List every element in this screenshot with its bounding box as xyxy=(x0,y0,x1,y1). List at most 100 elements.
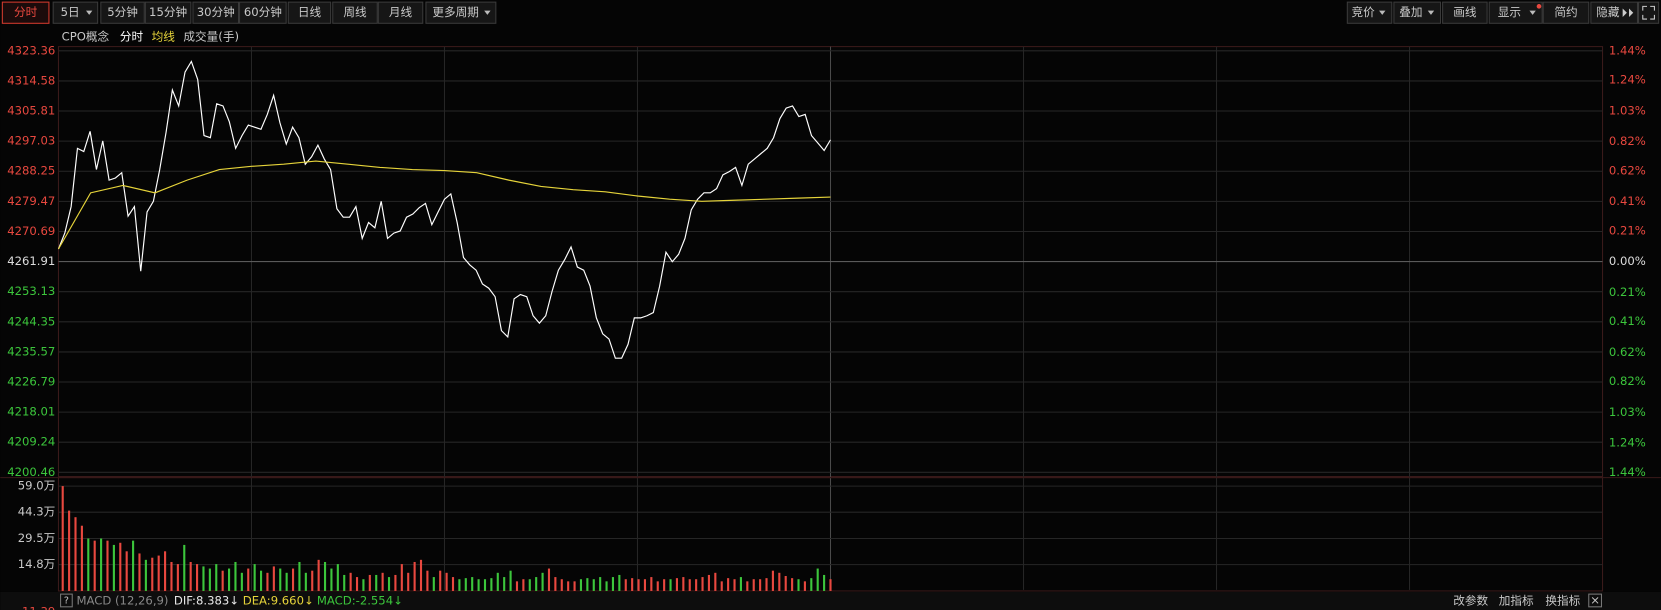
volume-bar xyxy=(464,578,467,591)
toolbar-button[interactable] xyxy=(100,1,145,24)
volume-bar xyxy=(279,568,282,591)
dropdown-arrow xyxy=(1529,10,1536,15)
close-box[interactable] xyxy=(1588,593,1603,608)
dif: DIF:8.383↓ xyxy=(174,593,239,607)
volume-bar xyxy=(688,579,691,591)
help-text[interactable]: ? xyxy=(64,595,69,606)
volume-bar xyxy=(669,579,672,591)
toolbar-label[interactable]: 5日 xyxy=(61,5,80,19)
volume-bar xyxy=(618,574,621,591)
toolbar-label[interactable]: 隐藏 xyxy=(1596,5,1620,19)
volume-bar xyxy=(592,579,595,591)
indicator-bar xyxy=(0,591,1661,610)
toolbar-label[interactable]: 叠加 xyxy=(1399,5,1422,19)
volume-bar xyxy=(810,578,813,591)
volume-bar xyxy=(496,572,499,591)
volume-bar xyxy=(605,581,608,591)
volume-bar xyxy=(554,577,557,591)
volume-bar xyxy=(547,568,551,591)
volume-bar xyxy=(451,577,455,591)
volume-bar xyxy=(234,561,237,591)
volume-bar xyxy=(196,564,199,591)
toolbar-button[interactable] xyxy=(52,1,99,24)
volume-bar xyxy=(528,579,531,591)
volume-bar xyxy=(791,578,794,591)
y2-tick-label: 0.62% xyxy=(1609,345,1646,359)
toolbar-button[interactable] xyxy=(287,1,332,24)
y-tick-label: 4314.58 xyxy=(7,73,55,87)
toolbar-button[interactable] xyxy=(1542,1,1590,24)
volume-bar xyxy=(407,572,410,591)
volume-bar xyxy=(266,572,269,591)
volume-bar xyxy=(317,559,320,591)
toolbar-button[interactable] xyxy=(1442,1,1488,24)
indicator-action[interactable]: 换指标 xyxy=(1545,593,1580,607)
volume-bar xyxy=(439,570,442,591)
fullscreen-icon xyxy=(1642,5,1655,20)
y-tick-label: 4297.03 xyxy=(7,134,55,148)
volume-bar xyxy=(714,572,717,591)
toolbar-button[interactable] xyxy=(377,1,424,24)
toolbar-button[interactable] xyxy=(192,1,240,24)
dropdown-arrow xyxy=(484,10,491,15)
volume-bar xyxy=(394,574,397,591)
volume-bar xyxy=(259,570,263,591)
volume-bar xyxy=(349,572,352,591)
volume-bar xyxy=(535,577,538,591)
legend-entry: 分时 xyxy=(120,30,144,44)
toolbar-label[interactable]: 更多周期 xyxy=(432,5,479,19)
toolbar-button[interactable] xyxy=(1346,1,1393,24)
indicator-action[interactable]: 改参数 xyxy=(1453,593,1488,607)
toolbar-label[interactable]: 30分钟 xyxy=(197,5,235,19)
volume-bar xyxy=(823,574,826,591)
volume-bar xyxy=(144,559,147,591)
toolbar-label[interactable]: 画线 xyxy=(1453,5,1477,19)
toolbar-button[interactable] xyxy=(332,1,378,24)
toolbar-label[interactable]: 显示 xyxy=(1498,5,1521,19)
toolbar-label[interactable]: 60分钟 xyxy=(244,5,282,19)
toolbar-label[interactable]: 15分钟 xyxy=(149,5,187,19)
volume-bar xyxy=(784,576,787,591)
y-tick-label: 4270.69 xyxy=(7,224,55,238)
toolbar-label[interactable]: 简约 xyxy=(1554,5,1577,19)
toolbar-button[interactable] xyxy=(1590,1,1639,24)
volume-bar xyxy=(637,579,640,591)
toolbar-button[interactable] xyxy=(425,1,497,24)
toolbar-button[interactable] xyxy=(1488,1,1543,24)
volume-bar xyxy=(573,581,576,591)
toolbar-button[interactable] xyxy=(239,1,287,24)
volume-bar xyxy=(656,581,659,591)
volume-bar xyxy=(330,568,333,591)
y2-tick-label: 0.82% xyxy=(1609,134,1646,148)
indicator-action[interactable]: 加指标 xyxy=(1499,593,1534,607)
y-tick-label: 4209.24 xyxy=(7,435,55,449)
y-tick-label: 4323.36 xyxy=(7,43,55,57)
volume-bar xyxy=(189,561,192,591)
y2-tick-label: 0.21% xyxy=(1609,285,1646,299)
price-line xyxy=(57,160,831,250)
fullscreen-button[interactable] xyxy=(1638,1,1660,24)
toolbar-button[interactable] xyxy=(144,1,192,24)
toolbar-label[interactable]: 日线 xyxy=(298,5,322,19)
help-icon[interactable] xyxy=(60,593,73,608)
volume-bar xyxy=(739,577,742,591)
y-tick-label: 59.0万 xyxy=(18,479,56,493)
volume-bar xyxy=(586,578,589,591)
toolbar-label[interactable]: 月线 xyxy=(389,5,413,19)
dropdown-arrow xyxy=(86,10,93,15)
y2-tick-label: 0.21% xyxy=(1609,223,1646,237)
toolbar-button[interactable] xyxy=(1393,1,1442,24)
toolbar-label[interactable]: 周线 xyxy=(343,5,367,19)
volume-bar xyxy=(579,579,583,591)
volume-bar xyxy=(228,568,231,591)
volume-bar xyxy=(631,578,634,591)
toolbar-button[interactable] xyxy=(1,1,50,24)
toolbar-label[interactable]: 5分钟 xyxy=(107,5,138,19)
volume-bar xyxy=(490,578,493,591)
volume-bar xyxy=(803,581,806,591)
toolbar-label[interactable]: 分时 xyxy=(14,5,38,19)
close-icon[interactable]: × xyxy=(1590,593,1600,607)
volume-bar xyxy=(675,578,678,591)
toolbar-label[interactable]: 竞价 xyxy=(1352,5,1376,19)
volume-bar xyxy=(765,578,768,591)
